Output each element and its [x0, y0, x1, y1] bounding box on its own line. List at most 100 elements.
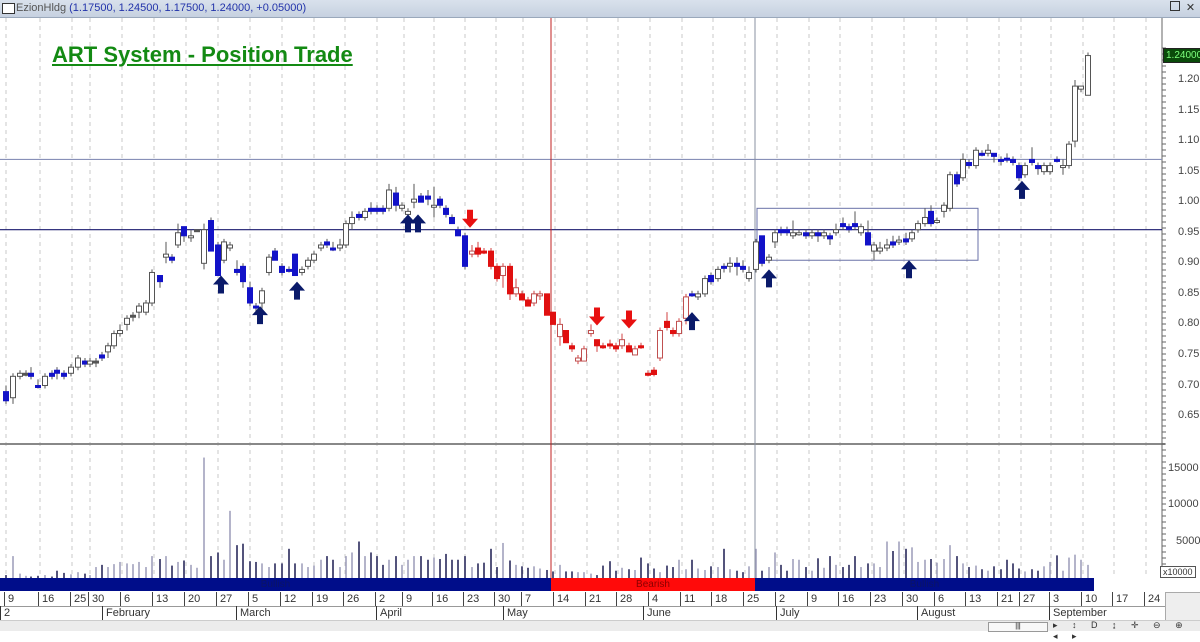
date-tick: 9 — [4, 592, 14, 606]
candle-body — [903, 238, 909, 243]
date-axis-months: 2 February March April May June July August Sept… — [0, 606, 1165, 620]
candle-body — [380, 207, 386, 212]
candle-body — [1047, 165, 1053, 173]
date-tick: 25 — [70, 592, 86, 606]
candle-body — [87, 360, 93, 365]
volume-unit-label: x10000 — [1160, 566, 1196, 578]
candle-body — [221, 241, 227, 261]
candle-body — [343, 223, 349, 246]
price-axis-label: 0.75 — [1178, 347, 1200, 360]
price-axis-label: 1.10 — [1178, 134, 1200, 147]
price-volume-chart[interactable] — [0, 18, 1200, 578]
candle-body — [318, 244, 324, 249]
candle-body — [550, 311, 556, 325]
date-tick: 5 — [248, 592, 258, 606]
candle-body — [790, 232, 796, 237]
symbol-name: EzionHldg — [16, 2, 67, 14]
candle-body — [941, 204, 947, 212]
candle-body — [3, 391, 9, 402]
candle-body — [689, 293, 695, 297]
candle-body — [1078, 85, 1084, 90]
candle-body — [821, 232, 827, 237]
candle-body — [356, 213, 362, 218]
buy-arrow-icon — [213, 275, 229, 294]
date-tick: 27 — [216, 592, 232, 606]
month-label: May — [503, 606, 528, 620]
candle-body — [68, 366, 74, 374]
candle-body — [462, 235, 468, 267]
date-tick: 9 — [807, 592, 817, 606]
month-label: August — [917, 606, 955, 620]
candle-body — [393, 192, 399, 206]
month-label: July — [776, 606, 800, 620]
candle-body — [337, 244, 343, 249]
candle-body — [695, 293, 701, 298]
candle-body — [934, 220, 940, 224]
month-label: 2 — [0, 606, 10, 620]
candle-body — [253, 305, 259, 309]
trend-band-bear: Bearish — [551, 578, 755, 591]
date-tick: 27 — [1019, 592, 1035, 606]
candle-body — [858, 226, 864, 234]
candle-body — [1029, 158, 1035, 163]
month-label: June — [643, 606, 671, 620]
candle-body — [111, 333, 117, 347]
close-icon[interactable]: ✕ — [1185, 2, 1196, 14]
horizontal-scroll-thumb[interactable]: ||| — [988, 622, 1048, 632]
candle-body — [431, 204, 437, 208]
date-tick: 30 — [88, 592, 104, 606]
volume-axis-label: 15000 — [1168, 461, 1199, 474]
date-tick: 3 — [1049, 592, 1059, 606]
candle-body — [330, 247, 336, 251]
candle-body — [998, 158, 1004, 162]
candle-body — [537, 293, 543, 297]
price-axis-label: 1.20 — [1178, 73, 1200, 85]
price-axis-label: 1.15 — [1178, 103, 1200, 116]
candle-body — [928, 210, 934, 225]
zoom-pan-tools[interactable]: ▸ ↕ D ↨ ✛ ⊖ ⊕ ◂ ▸ — [1053, 620, 1189, 641]
candle-body — [613, 345, 619, 350]
candle-body — [208, 220, 214, 252]
buy-arrow-icon — [410, 214, 426, 233]
maximize-icon[interactable] — [1169, 1, 1180, 11]
candle-body — [803, 232, 809, 237]
date-tick: 21 — [585, 592, 601, 606]
date-tick: 2 — [375, 592, 385, 606]
date-axis-days: 9 16 25 30 6 13 20 27 5 12 19 26 2 9 16 23 30 7 14 21 28 4 11 1… — [0, 592, 1165, 607]
candle-body — [266, 256, 272, 273]
date-tick: 13 — [152, 592, 168, 606]
axis-corner — [1165, 592, 1200, 621]
date-tick: 9 — [402, 592, 412, 606]
candle-body — [563, 330, 569, 344]
candle-body — [947, 174, 953, 209]
candle-body — [531, 293, 537, 304]
candle-body — [42, 375, 48, 386]
candle-body — [784, 229, 790, 234]
candle-body — [93, 360, 99, 364]
candle-body — [49, 372, 55, 377]
date-tick: 20 — [184, 592, 200, 606]
date-tick: 16 — [38, 592, 54, 606]
month-label: February — [102, 606, 150, 620]
candle-body — [651, 369, 657, 376]
candle-body — [670, 330, 676, 335]
candle-body — [809, 232, 815, 237]
candle-body — [991, 152, 997, 157]
candle-body — [1004, 157, 1010, 161]
buy-arrow-icon — [901, 260, 917, 279]
candle-body — [181, 226, 187, 237]
candle-body — [607, 343, 613, 347]
candle-body — [683, 296, 689, 319]
candle-body — [99, 354, 105, 359]
candle-body — [657, 330, 663, 359]
chart-window-titlebar: EzionHldg (1.17500, 1.24500, 1.17500, 1.2… — [0, 0, 1200, 18]
candle-body — [17, 372, 23, 377]
candle-body — [374, 207, 380, 212]
candle-body — [481, 250, 487, 254]
trend-band-bull: Bullish — [0, 578, 551, 591]
window-menu-icon[interactable] — [2, 3, 15, 14]
candle-body — [23, 372, 29, 376]
buy-arrow-icon — [684, 312, 700, 331]
candle-body — [163, 253, 169, 258]
candle-body — [884, 244, 890, 249]
